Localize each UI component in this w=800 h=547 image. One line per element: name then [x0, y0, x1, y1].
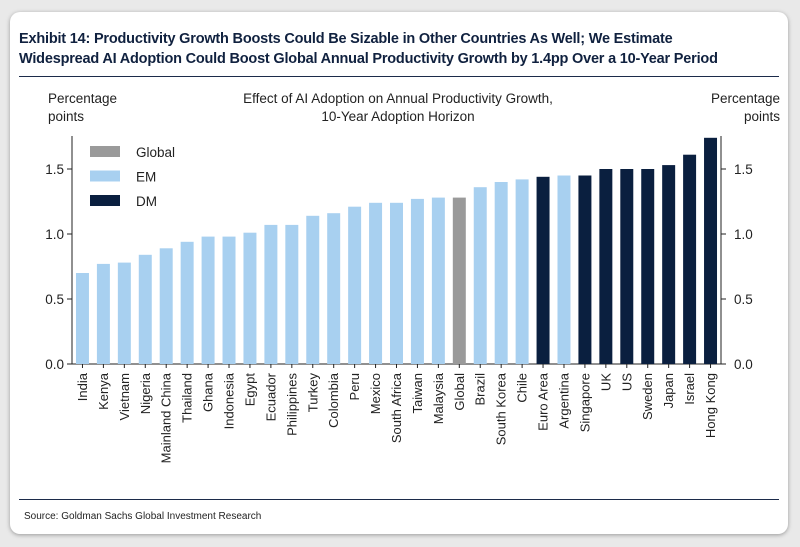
x-tick-label: Euro Area [536, 372, 551, 431]
bar-kenya [96, 263, 110, 364]
x-tick-label: Egypt [242, 373, 257, 407]
bar-us [620, 169, 634, 364]
plot-area: 0.0 0.0 0.5 0.5 1.0 1.0 1.5 1.5 India Kenya Vietna… [45, 136, 753, 463]
bar-india [75, 273, 89, 364]
legend-swatch-em [90, 170, 120, 182]
exhibit-title-line-2: Widespread AI Adoption Could Boost Globa… [19, 51, 718, 67]
bar-taiwan [410, 198, 424, 364]
bar-japan [662, 165, 676, 364]
bar-sweden [641, 169, 655, 364]
bar-global [452, 197, 466, 364]
bar-uk [599, 169, 613, 364]
bar-chile [515, 179, 529, 364]
source-note: Source: Goldman Sachs Global Investment … [24, 511, 262, 522]
right-axis-label-line-1: Percentage [711, 91, 780, 106]
bar-mainland-china [159, 248, 173, 364]
x-tick-label: Vietnam [117, 373, 132, 420]
bar-vietnam [117, 262, 131, 364]
bar-argentina [557, 175, 571, 364]
x-tick-label: South Korea [494, 372, 509, 445]
right-axis-label-line-2: points [744, 109, 780, 124]
x-tick-label: UK [598, 373, 613, 391]
bar-ghana [201, 236, 215, 364]
x-tick-label: Malaysia [431, 372, 446, 424]
x-tick-label: Sweden [640, 373, 655, 420]
bar-philippines [285, 224, 299, 364]
x-tick-label: Ecuador [263, 372, 278, 421]
x-tick-label: Turkey [305, 373, 320, 413]
bar-thailand [180, 241, 194, 364]
left-y-tick-label: 1.5 [45, 162, 64, 177]
bar-singapore [578, 175, 592, 364]
chart-title-line-1: Effect of AI Adoption on Annual Producti… [243, 91, 553, 106]
x-tick-label: Ghana [201, 372, 216, 412]
title-divider [19, 76, 779, 77]
bar-euro-area [536, 176, 550, 364]
x-tick-label: Mainland China [159, 372, 174, 463]
right-y-tick-label: 1.5 [734, 162, 753, 177]
legend-label-em: EM [136, 170, 156, 185]
x-tick-label: Argentina [556, 372, 571, 428]
bar-mexico [369, 202, 383, 364]
x-tick-label: Thailand [180, 373, 195, 423]
left-y-tick-label: 0.5 [45, 292, 64, 307]
x-tick-label: Kenya [96, 372, 111, 410]
x-tick-label: India [75, 372, 90, 401]
bar-ecuador [264, 224, 278, 364]
bar-brazil [473, 187, 487, 364]
legend-label-dm: DM [136, 194, 157, 209]
bar-israel [683, 154, 697, 364]
legend-label-global: Global [136, 145, 175, 160]
x-tick-label: Hong Kong [703, 373, 718, 438]
x-tick-label: Singapore [577, 373, 592, 432]
left-y-tick-label: 0.0 [45, 357, 64, 372]
x-tick-label: Peru [347, 373, 362, 400]
x-tick-label: Colombia [326, 372, 341, 428]
x-tick-label: Nigeria [138, 372, 153, 414]
bar-peru [348, 206, 362, 364]
x-tick-label: Israel [682, 373, 697, 405]
exhibit-title-line-1: Exhibit 14: Productivity Growth Boosts C… [19, 31, 673, 47]
bar-malaysia [431, 197, 445, 364]
right-y-tick-label: 0.0 [734, 357, 753, 372]
bar-egypt [243, 232, 257, 364]
right-y-tick-label: 0.5 [734, 292, 753, 307]
x-tick-label: Indonesia [222, 372, 237, 429]
right-y-tick-label: 1.0 [734, 227, 753, 242]
x-tick-label: Global [452, 373, 467, 411]
x-tick-label: Japan [661, 373, 676, 408]
x-tick-label: Taiwan [410, 373, 425, 413]
x-tick-label: Mexico [368, 373, 383, 414]
exhibit-title: Exhibit 14: Productivity Growth Boosts C… [19, 29, 779, 69]
footer-divider [19, 499, 779, 500]
left-axis-label-line-1: Percentage [48, 91, 117, 106]
x-tick-label: Philippines [284, 373, 299, 436]
x-tick-label: Chile [515, 373, 530, 403]
bar-turkey [306, 215, 320, 364]
chart-title-line-2: 10-Year Adoption Horizon [321, 109, 474, 124]
left-y-tick-label: 1.0 [45, 227, 64, 242]
x-tick-label: South Africa [389, 372, 404, 443]
bar-colombia [327, 213, 341, 364]
left-axis-label-line-2: points [48, 109, 84, 124]
legend-swatch-global [90, 146, 120, 157]
x-tick-label: Brazil [473, 373, 488, 406]
bar-nigeria [138, 254, 152, 364]
bar-south-korea [494, 182, 508, 364]
x-tick-label: US [619, 373, 634, 391]
bar-indonesia [222, 236, 236, 364]
legend-swatch-dm [90, 195, 120, 206]
bar-south-africa [390, 202, 403, 364]
bar-hong-kong [704, 137, 718, 364]
